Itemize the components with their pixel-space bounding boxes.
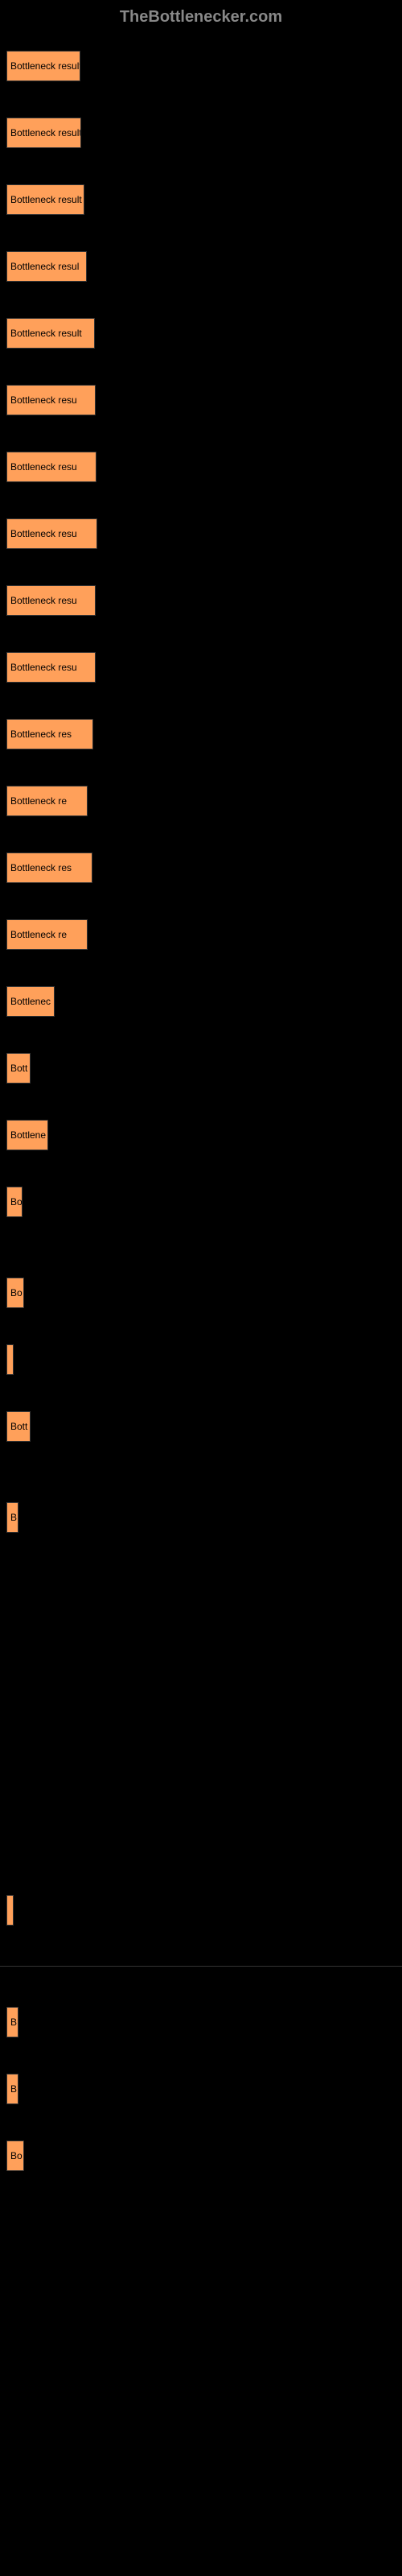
bar-row: Bo [0,1278,402,1308]
bar-row: Bottleneck res [0,852,402,883]
bar-row: Bottleneck resul [0,251,402,282]
bottleneck-bar: B [6,2074,18,2104]
bottleneck-bar: Bottleneck resul [6,251,87,282]
bar-row [0,1895,402,1926]
bar-row: Bott [0,1053,402,1084]
bottleneck-bar: Bottleneck resu [6,452,96,482]
bottleneck-bar: Bottleneck result [6,318,95,349]
bar-row: Bottleneck res [0,719,402,749]
bottleneck-bar: Bo [6,1278,24,1308]
bar-row: Bottleneck resu [0,385,402,415]
bottleneck-bar: Bottlenec [6,986,55,1017]
bar-row: Bottleneck resu [0,585,402,616]
bar-row: Bottleneck result [0,51,402,81]
bottleneck-bar: Bottleneck result [6,118,81,148]
bar-row: Bottlene [0,1120,402,1150]
bottleneck-bar: Bottleneck re [6,786,88,816]
bottleneck-bar: Bottleneck resu [6,518,97,549]
bar-row: Bottleneck resu [0,452,402,482]
divider [0,1966,402,1967]
bar-row: Bottleneck result [0,318,402,349]
bar-row: Bo [0,2140,402,2171]
bottleneck-bar: B [6,1502,18,1533]
bottleneck-bar: Bottleneck res [6,719,93,749]
bar-row: B [0,2007,402,2037]
bottleneck-bar: Bottlene [6,1120,48,1150]
bar-row: Bottlenec [0,986,402,1017]
page-header: TheBottlenecker.com [0,8,402,27]
bottleneck-bar: Bottleneck resu [6,652,96,683]
bar-row: Bottleneck result [0,184,402,215]
bar-row: Bottleneck resu [0,652,402,683]
bar-row: Bottleneck re [0,919,402,950]
bottleneck-bar: Bottleneck resu [6,385,96,415]
bar-row: Bottleneck resu [0,518,402,549]
bar-row: Bottleneck result [0,118,402,148]
bottleneck-bar: Bottleneck result [6,184,84,215]
bottleneck-bar [6,1895,14,1926]
bar-row: B [0,1502,402,1533]
bar-row [0,1344,402,1375]
bottleneck-bar: Bottleneck result [6,51,80,81]
bottleneck-bar: Bottleneck resu [6,585,96,616]
bottleneck-bar: Bott [6,1053,31,1084]
bottleneck-bar: Bo [6,2140,24,2171]
bar-row: Bott [0,1411,402,1442]
bar-row: B [0,2074,402,2104]
bars-list: Bottleneck result Bottleneck result Bottle… [0,51,402,2171]
bottleneck-bar: Bo [6,1187,23,1217]
bottleneck-bar: Bottleneck re [6,919,88,950]
bottleneck-bar: Bottleneck res [6,852,92,883]
bottleneck-bar: Bott [6,1411,31,1442]
bottleneck-bar [6,1344,14,1375]
bottleneck-bar: B [6,2007,18,2037]
bar-row: Bottleneck re [0,786,402,816]
bar-row: Bo [0,1187,402,1217]
